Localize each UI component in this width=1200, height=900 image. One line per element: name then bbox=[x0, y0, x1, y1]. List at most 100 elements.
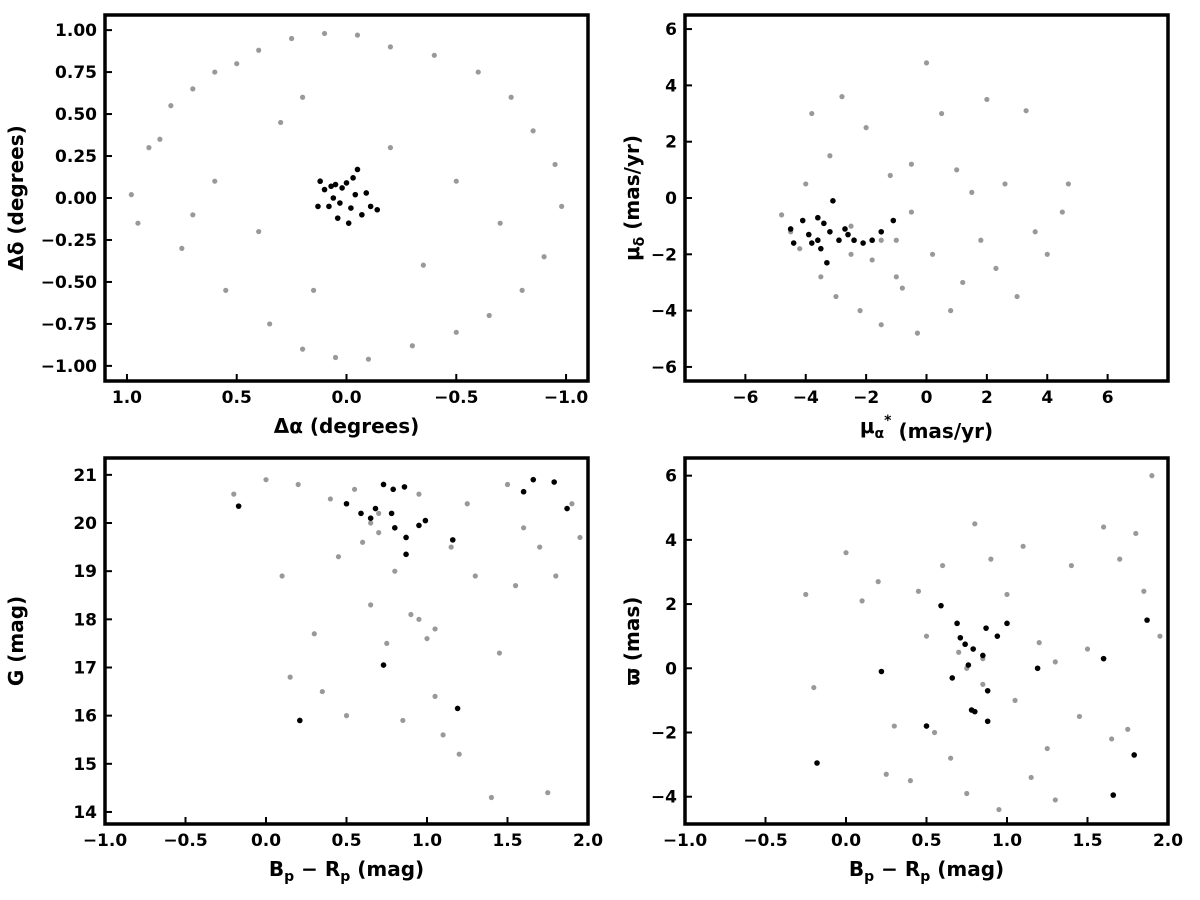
data-point bbox=[1131, 752, 1137, 758]
y-tick-label: 2 bbox=[665, 133, 677, 153]
data-point bbox=[843, 550, 849, 556]
data-point bbox=[486, 312, 492, 319]
data-point bbox=[1110, 792, 1117, 798]
data-point bbox=[803, 591, 809, 598]
data-point bbox=[157, 136, 163, 142]
x-tick-label: −1.0 bbox=[83, 831, 128, 851]
scatter-panel-1: 1.0 0.5 0.0 −0.5 −1.0 1.00 0.75 0.50 0.25 0.00 −0.… bbox=[4, 13, 590, 438]
data-point bbox=[326, 203, 332, 210]
y-tick-label: −2 bbox=[651, 245, 677, 265]
data-point bbox=[234, 61, 240, 67]
x-axis-label: Δα (degrees) bbox=[274, 414, 420, 438]
data-point bbox=[519, 287, 525, 293]
data-point bbox=[938, 110, 945, 117]
data-point bbox=[1023, 108, 1029, 114]
data-point bbox=[278, 119, 284, 126]
data-point bbox=[815, 237, 821, 244]
data-point bbox=[923, 723, 930, 729]
data-point bbox=[464, 501, 470, 507]
data-point bbox=[824, 259, 830, 266]
data-point bbox=[553, 573, 559, 579]
data-point bbox=[332, 354, 339, 361]
x-tick-label: −0.5 bbox=[163, 831, 207, 851]
data-point bbox=[863, 125, 869, 131]
data-point bbox=[814, 760, 820, 766]
x-axis-label: Bp − Rp (mag) bbox=[849, 857, 1004, 885]
y-tick-label: 19 bbox=[73, 562, 97, 582]
data-point bbox=[454, 705, 461, 712]
data-point bbox=[954, 620, 960, 627]
data-point bbox=[376, 530, 382, 536]
data-point bbox=[1133, 530, 1139, 537]
data-point bbox=[380, 662, 387, 668]
data-point bbox=[559, 203, 565, 209]
data-point bbox=[907, 778, 914, 784]
data-point bbox=[984, 687, 991, 694]
data-point bbox=[799, 217, 806, 224]
data-point bbox=[827, 153, 833, 159]
data-point bbox=[1036, 640, 1042, 646]
data-point bbox=[339, 185, 345, 191]
data-point bbox=[392, 568, 398, 574]
data-point bbox=[367, 203, 374, 210]
data-point bbox=[908, 161, 915, 167]
data-point bbox=[1076, 713, 1083, 720]
data-point bbox=[1065, 181, 1071, 187]
y-tick-label: 4 bbox=[665, 531, 677, 551]
data-point bbox=[875, 579, 881, 585]
data-point bbox=[848, 223, 854, 229]
data-point bbox=[984, 718, 991, 725]
data-point bbox=[797, 246, 803, 252]
data-point bbox=[508, 94, 514, 100]
data-point bbox=[368, 602, 374, 608]
data-point bbox=[1052, 659, 1058, 665]
y-tick-label: 16 bbox=[73, 707, 97, 727]
data-point bbox=[969, 189, 975, 195]
data-point bbox=[403, 534, 409, 541]
y-tick-label: −4 bbox=[651, 788, 677, 808]
y-tick-label: −0.25 bbox=[41, 231, 97, 251]
data-point bbox=[440, 732, 446, 738]
data-point bbox=[938, 602, 944, 609]
data-point bbox=[577, 534, 583, 541]
field-stars-series bbox=[128, 30, 565, 362]
member-stars-series bbox=[787, 198, 897, 266]
data-point bbox=[1002, 181, 1008, 187]
data-point bbox=[552, 161, 558, 168]
data-point bbox=[883, 771, 889, 777]
data-point bbox=[980, 652, 986, 659]
data-point bbox=[327, 496, 333, 502]
data-point bbox=[869, 237, 875, 244]
data-point bbox=[337, 200, 343, 206]
data-point bbox=[948, 308, 954, 314]
data-point bbox=[354, 166, 361, 173]
y-tick-label: −0.75 bbox=[41, 315, 97, 335]
data-point bbox=[1141, 588, 1147, 594]
y-tick-label: 20 bbox=[73, 514, 97, 534]
y-tick-label: −1.00 bbox=[41, 357, 97, 377]
y-tick-label: 0.25 bbox=[55, 147, 97, 167]
data-point bbox=[993, 265, 999, 271]
member-stars-series bbox=[235, 476, 570, 724]
data-point bbox=[790, 240, 797, 246]
data-point bbox=[504, 481, 511, 488]
plot-frame bbox=[103, 456, 590, 826]
y-tick-label: −4 bbox=[651, 302, 677, 322]
data-point bbox=[392, 525, 398, 531]
data-point bbox=[146, 145, 152, 151]
data-point bbox=[1100, 655, 1107, 662]
data-point bbox=[521, 525, 527, 531]
data-point bbox=[387, 145, 394, 151]
x-tick-label: 0.0 bbox=[831, 831, 861, 851]
data-point bbox=[472, 573, 478, 579]
data-point bbox=[449, 537, 456, 543]
x-tick-label: 1.0 bbox=[412, 831, 442, 851]
data-point bbox=[956, 649, 962, 655]
data-point bbox=[321, 186, 328, 193]
data-point bbox=[453, 178, 459, 184]
data-point bbox=[809, 110, 815, 117]
data-point bbox=[983, 625, 989, 631]
data-point bbox=[878, 237, 884, 243]
data-point bbox=[279, 573, 285, 579]
data-point bbox=[168, 103, 174, 109]
